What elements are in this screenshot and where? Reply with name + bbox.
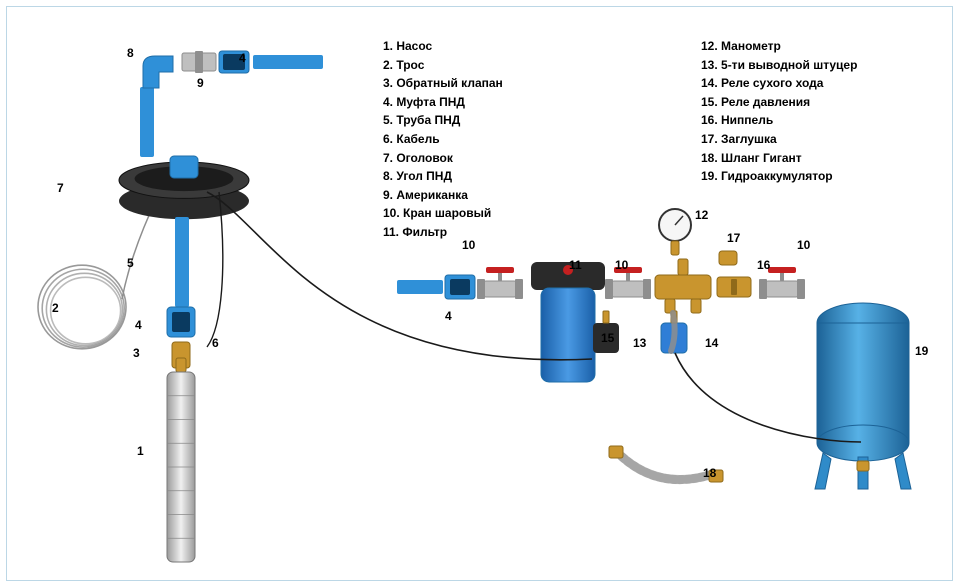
drop-pipe	[167, 217, 195, 562]
legend-item: 14. Реле сухого хода	[701, 74, 857, 93]
callout-n7: 7	[57, 182, 64, 194]
callout-n13: 13	[633, 337, 646, 349]
tank	[815, 303, 911, 489]
callout-n12: 12	[695, 209, 708, 221]
callout-n8: 8	[127, 47, 134, 59]
legend-right: 12. Манометр13. 5-ти выводной штуцер14. …	[701, 37, 857, 186]
callout-n6: 6	[212, 337, 219, 349]
legend-item: 18. Шланг Гигант	[701, 149, 857, 168]
callout-n1: 1	[137, 445, 144, 457]
callout-n4a: 4	[135, 319, 142, 331]
callout-n14: 14	[705, 337, 718, 349]
legend-item: 2. Трос	[383, 56, 503, 75]
legend-item: 8. Угол ПНД	[383, 167, 503, 186]
legend-item: 3. Обратный клапан	[383, 74, 503, 93]
legend-left: 1. Насос2. Трос3. Обратный клапан4. Муфт…	[383, 37, 503, 242]
callout-n16: 16	[757, 259, 770, 271]
legend-item: 16. Ниппель	[701, 111, 857, 130]
legend-item: 12. Манометр	[701, 37, 857, 56]
callout-n18: 18	[703, 467, 716, 479]
callout-n3: 3	[133, 347, 140, 359]
legend-item: 11. Фильтр	[383, 223, 503, 242]
callout-n19: 19	[915, 345, 928, 357]
callout-n4b: 4	[239, 52, 246, 64]
legend-item: 4. Муфта ПНД	[383, 93, 503, 112]
legend-item: 6. Кабель	[383, 130, 503, 149]
legend-item: 19. Гидроаккумулятор	[701, 167, 857, 186]
legend-item: 13. 5-ти выводной штуцер	[701, 56, 857, 75]
callout-n10a: 10	[462, 239, 475, 251]
callout-n10b: 10	[615, 259, 628, 271]
legend-item: 10. Кран шаровый	[383, 204, 503, 223]
callout-n5: 5	[127, 257, 134, 269]
legend-item: 9. Американка	[383, 186, 503, 205]
well-head	[119, 156, 249, 219]
callout-n10c: 10	[797, 239, 810, 251]
legend-item: 7. Оголовок	[383, 149, 503, 168]
legend-item: 17. Заглушка	[701, 130, 857, 149]
callout-n17: 17	[727, 232, 740, 244]
legend-item: 5. Труба ПНД	[383, 111, 503, 130]
callout-n2: 2	[52, 302, 59, 314]
callout-n9: 9	[197, 77, 204, 89]
diagram-frame: 1. Насос2. Трос3. Обратный клапан4. Муфт…	[6, 6, 953, 581]
legend-item: 1. Насос	[383, 37, 503, 56]
top-run	[140, 51, 323, 157]
cables	[207, 192, 861, 442]
legend-item: 15. Реле давления	[701, 93, 857, 112]
callout-n4c: 4	[445, 310, 452, 322]
callout-n15: 15	[601, 332, 614, 344]
callout-n11: 11	[569, 259, 582, 271]
